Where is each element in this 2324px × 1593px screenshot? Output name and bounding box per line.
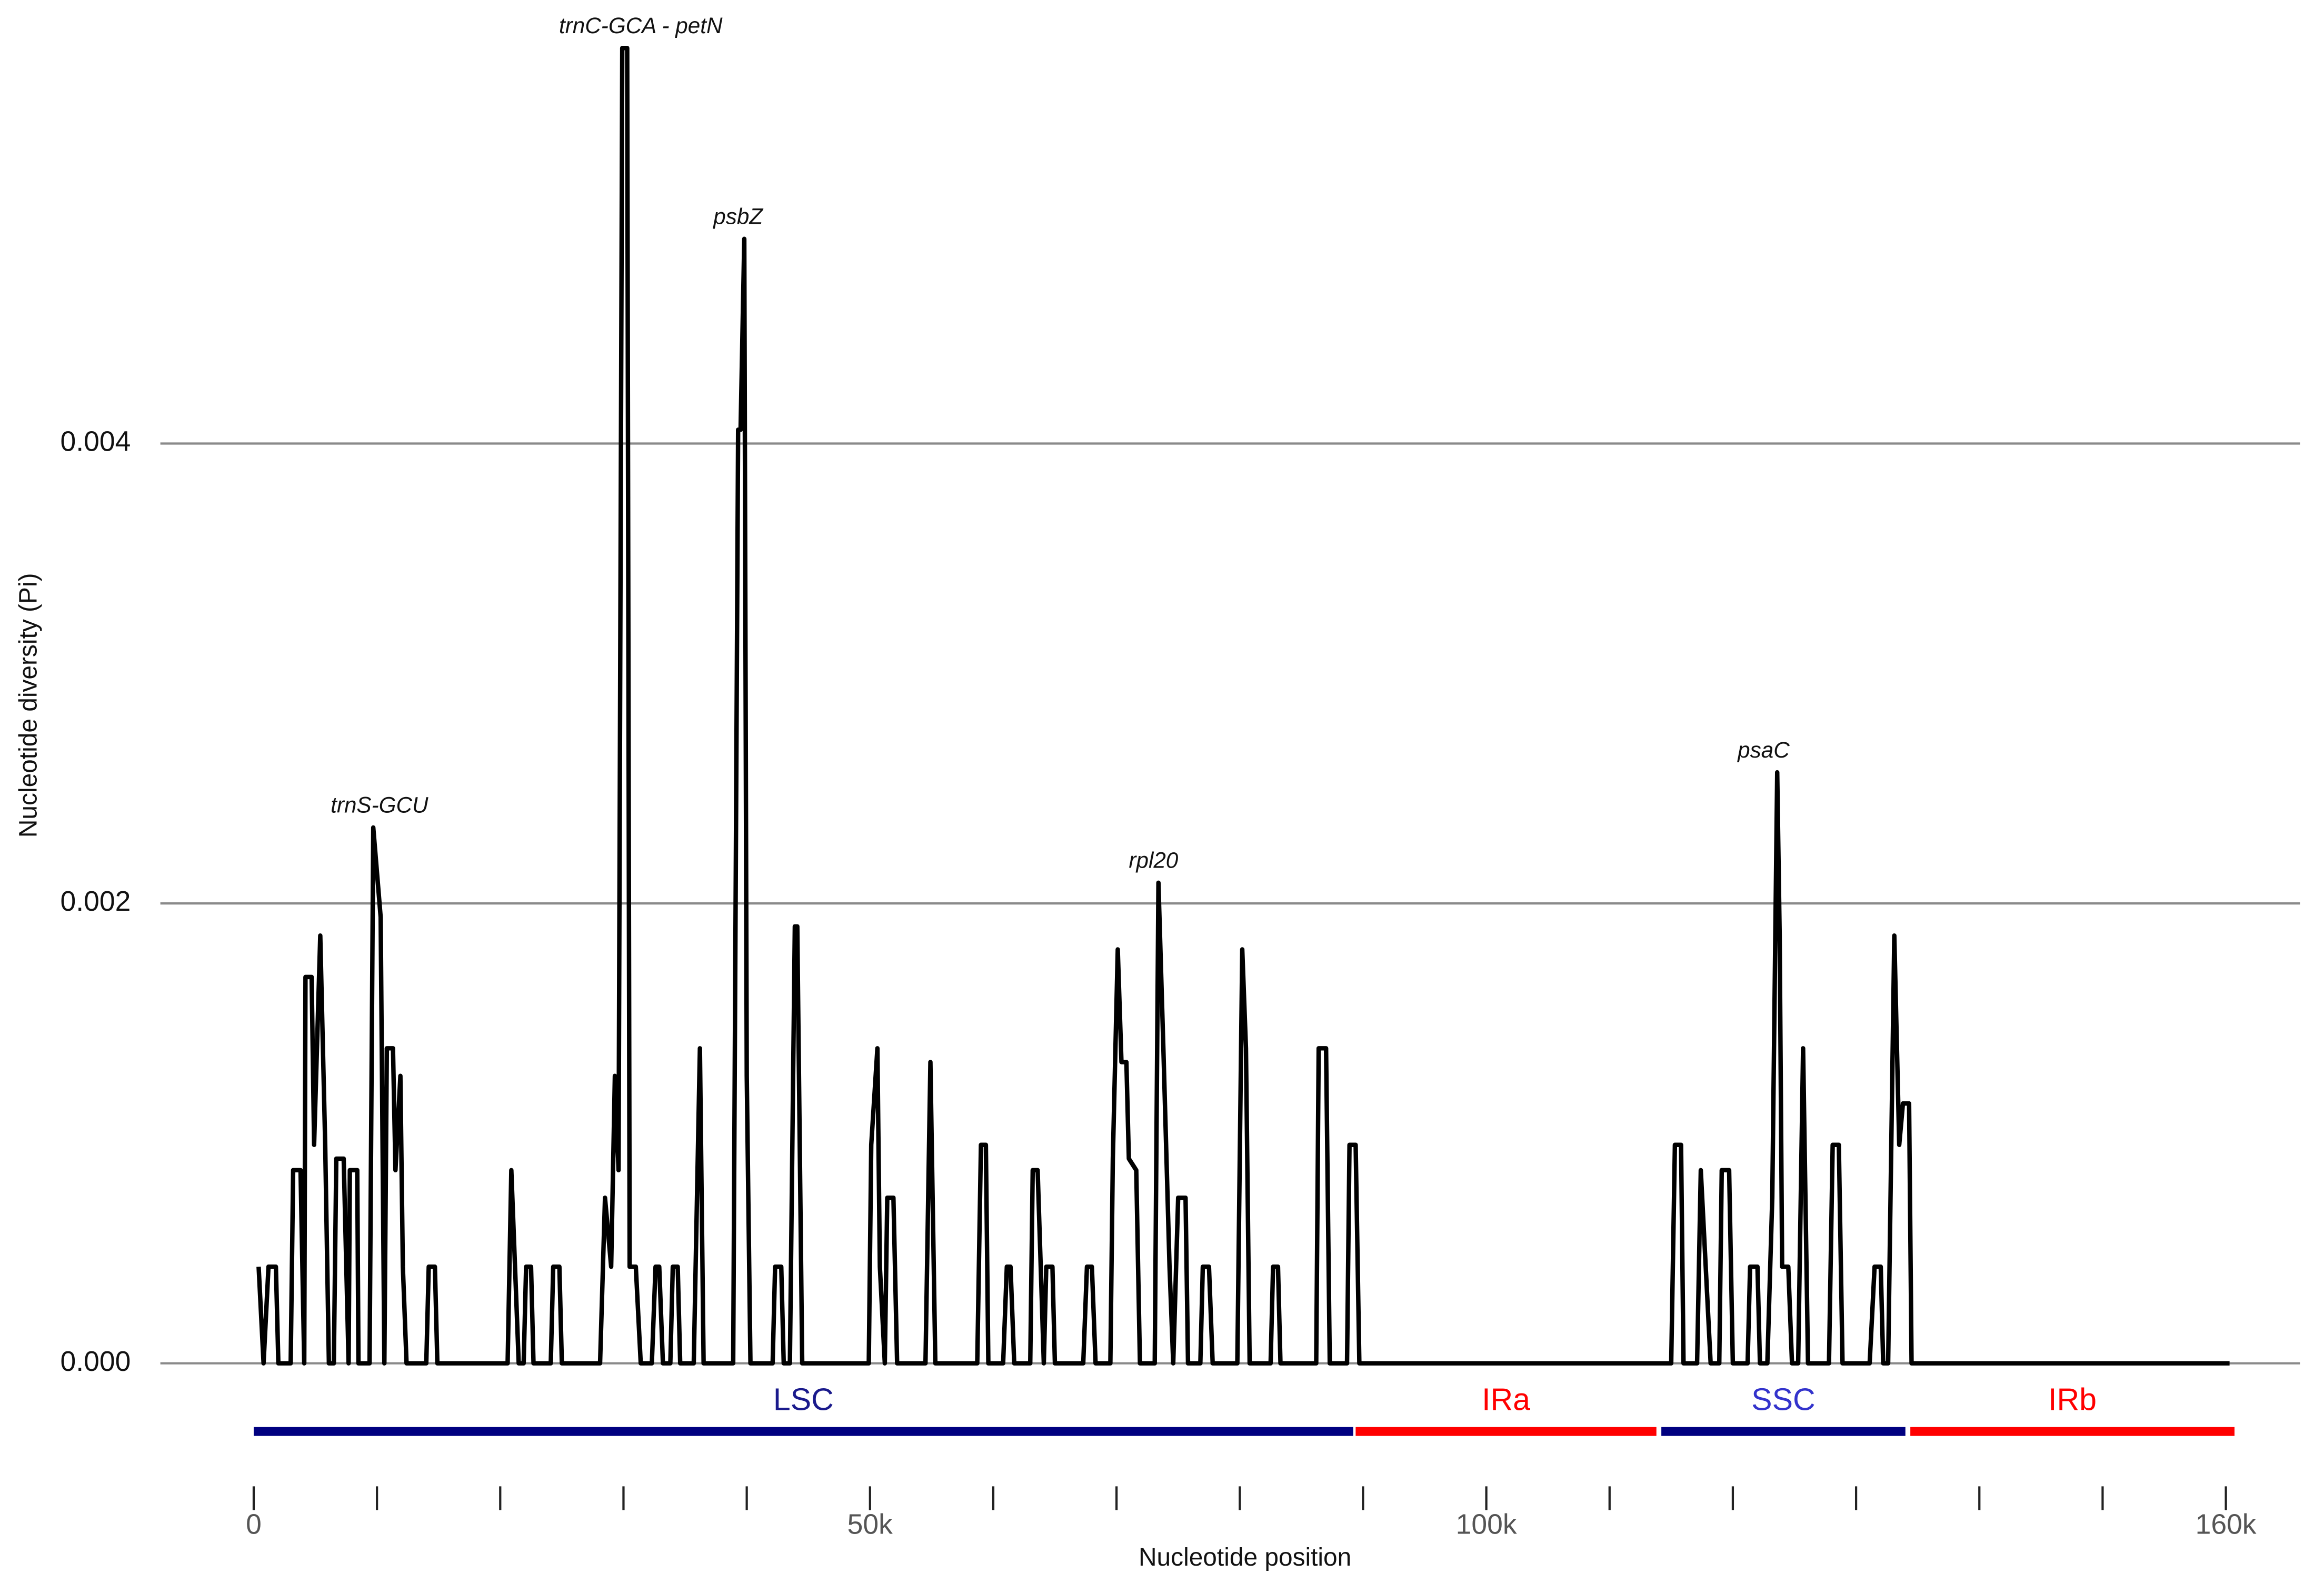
- region-label: SSC: [1751, 1381, 1816, 1417]
- y-tick-label: 0.000: [61, 1346, 131, 1377]
- region-label: IRb: [2048, 1381, 2097, 1417]
- y-axis-label: Nucleotide diversity (Pi): [15, 573, 43, 838]
- x-axis-label: Nucleotide position: [1139, 1544, 1351, 1571]
- annotation: psbZ: [712, 204, 763, 229]
- x-tick-label: 160k: [2196, 1509, 2257, 1540]
- annotation: trnS-GCU: [331, 793, 428, 818]
- annotation: rpl20: [1129, 848, 1178, 873]
- y-tick-label: 0.004: [61, 426, 131, 457]
- annotation: psaC: [1737, 738, 1790, 762]
- x-tick-label: 50k: [847, 1509, 893, 1540]
- x-tick-label: 100k: [1456, 1509, 1517, 1540]
- annotation: trnC-GCA - petN: [559, 13, 723, 38]
- x-tick-label: 0: [246, 1509, 262, 1540]
- y-tick-label: 0.002: [61, 886, 131, 917]
- region-label: IRa: [1482, 1381, 1530, 1417]
- data-line: [256, 46, 2230, 1366]
- region-label: LSC: [773, 1381, 834, 1417]
